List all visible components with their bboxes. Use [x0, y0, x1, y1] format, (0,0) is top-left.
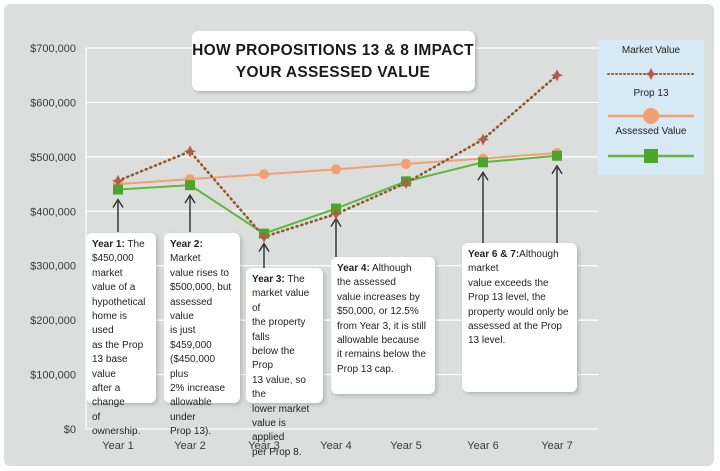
callout-arrow-head [112, 198, 124, 208]
callout-text-line: from Year 3, it is still [337, 320, 426, 332]
market-value-point [112, 174, 124, 187]
y-tick-label: $600,000 [30, 97, 76, 109]
legend-label: Prop 13 [633, 88, 668, 99]
callout-text-line: The [124, 239, 145, 250]
assessed-value-point [552, 150, 562, 161]
callout-text-line: The [284, 274, 305, 285]
callout-text-line: value increases by [337, 291, 420, 303]
y-tick-label: $200,000 [30, 315, 76, 327]
callout-box: Year 3: The market value of the property f… [246, 268, 323, 458]
market-value-point [400, 176, 412, 189]
callout-text-line: home is used [92, 311, 128, 337]
market-value-point [184, 145, 196, 158]
callout-text-line: assessed at the Prop [468, 321, 562, 333]
x-tick-label: Year 2 [174, 440, 205, 452]
callout-text-line: Prop 13 level, the [468, 292, 546, 304]
callout-text-line: after a change [92, 383, 125, 409]
prop-13-point [331, 164, 341, 175]
callout-arrow-head [477, 170, 489, 181]
x-tick-label: Year 1 [102, 440, 133, 452]
callout-text-line: lower market [252, 403, 310, 415]
assessed-value-point [478, 157, 488, 168]
callout-text-line: Although [369, 263, 412, 274]
y-tick-label: $100,000 [30, 370, 76, 382]
callout-heading: Year 1: [92, 239, 125, 250]
callout-arrow-head [551, 164, 563, 175]
chart-title-box: HOW PROPOSITIONS 13 & 8 IMPACT YOUR ASSE… [192, 31, 475, 91]
callout-box: Year 2: Market value rises to $500,000, bu… [164, 233, 240, 437]
callout-heading: Year 6 & 7: [468, 249, 520, 260]
legend: Market Value Prop 13 Assessed Value [598, 40, 704, 175]
x-tick-label: Year 5 [390, 440, 421, 452]
callout-text-line: is just $459,000 [170, 325, 212, 351]
market-value-point [330, 208, 342, 221]
callout-text-line: 13 base value [92, 354, 128, 380]
callout-heading: Year 3: [252, 274, 285, 285]
y-tick-label: $0 [64, 424, 76, 436]
callout-heading: Year 2: [170, 239, 203, 250]
callout-text-line: Although market [468, 249, 559, 275]
callout-text-line: hypothetical [92, 296, 146, 308]
callout-text-line: Market [170, 253, 201, 265]
callout-arrow-head [184, 193, 196, 204]
callout-text-line: of ownership. [92, 411, 141, 438]
callout-box: Year 1: The $450,000 market value of a hypot… [86, 233, 156, 437]
callout-text-line: market value of [252, 288, 310, 314]
callout-text-line: market [92, 267, 123, 279]
assessed-value-point [113, 184, 123, 195]
assessed-value-point [185, 180, 195, 191]
callout-text-line: 13 level. [468, 335, 506, 347]
y-tick-label: $700,000 [30, 43, 76, 55]
callout-text-line: as the Prop [92, 339, 144, 351]
legend-marker-diamond [645, 68, 657, 80]
callout-text-line: Prop 13 cap. [337, 363, 394, 375]
callout-box: Year 6 & 7:Although market value exceeds … [462, 243, 577, 392]
callout-text-line: value rises to [170, 267, 229, 279]
callout-text-line: it remains below the [337, 349, 426, 361]
callout-text-line: value of a [92, 282, 136, 294]
legend-label: Assessed Value [616, 126, 687, 137]
axis-layer: $0 $100,000 $200,000 $300,000 $400,000 $500,0… [30, 43, 573, 452]
y-tick-label: $300,000 [30, 261, 76, 273]
legend-marker-square [644, 149, 658, 163]
callout-text-line: $50,000, or 12.5% [337, 306, 419, 318]
chart-title-line-2: YOUR ASSESSED VALUE [236, 64, 430, 81]
callout-text-line: the assessed [337, 277, 396, 289]
market-value-point [551, 69, 563, 82]
y-tick-label: $400,000 [30, 206, 76, 218]
series-layer [112, 69, 563, 243]
callout-text-line: value exceeds the [468, 277, 549, 289]
market-value-point [258, 230, 270, 243]
callout-text-line: the property falls [252, 317, 306, 343]
callout-text-line: value is applied [252, 418, 286, 444]
market-value-point [477, 133, 489, 146]
callout-arrow-head [258, 242, 270, 252]
callout-heading: Year 4: [337, 263, 370, 274]
callout-text-line: allowable because [337, 335, 420, 347]
legend-label: Market Value [622, 45, 681, 56]
callout-box: Year 4: Although the assessed value increa… [331, 257, 435, 394]
y-tick-label: $500,000 [30, 152, 76, 164]
prop-13-point [259, 169, 269, 180]
callout-text-line: per Prop 8. [252, 446, 302, 458]
callout-text-line: $450,000 [92, 253, 134, 265]
callout-text-line: allowable under [170, 397, 212, 423]
callout-text-line: 13 value, so the [252, 374, 306, 401]
x-tick-label: Year 7 [541, 440, 572, 452]
callout-text-line: Prop 13). [170, 426, 212, 438]
x-tick-label: Year 3 [248, 440, 279, 452]
chart-title-line-1: HOW PROPOSITIONS 13 & 8 IMPACT [192, 42, 474, 59]
legend-marker-circle [643, 108, 659, 124]
x-tick-label: Year 6 [467, 440, 498, 452]
callout-text-line: ($450,000 plus [170, 354, 216, 380]
callout-text-line: assessed value [170, 296, 213, 323]
callout-text-line: 2% increase [170, 383, 226, 395]
callout-text-line: property would only be [468, 306, 569, 318]
x-tick-label: Year 4 [320, 440, 351, 452]
callout-text-line: $500,000, but [170, 282, 232, 294]
prop-13-point [401, 158, 411, 169]
callout-text-line: below the Prop [252, 346, 295, 372]
